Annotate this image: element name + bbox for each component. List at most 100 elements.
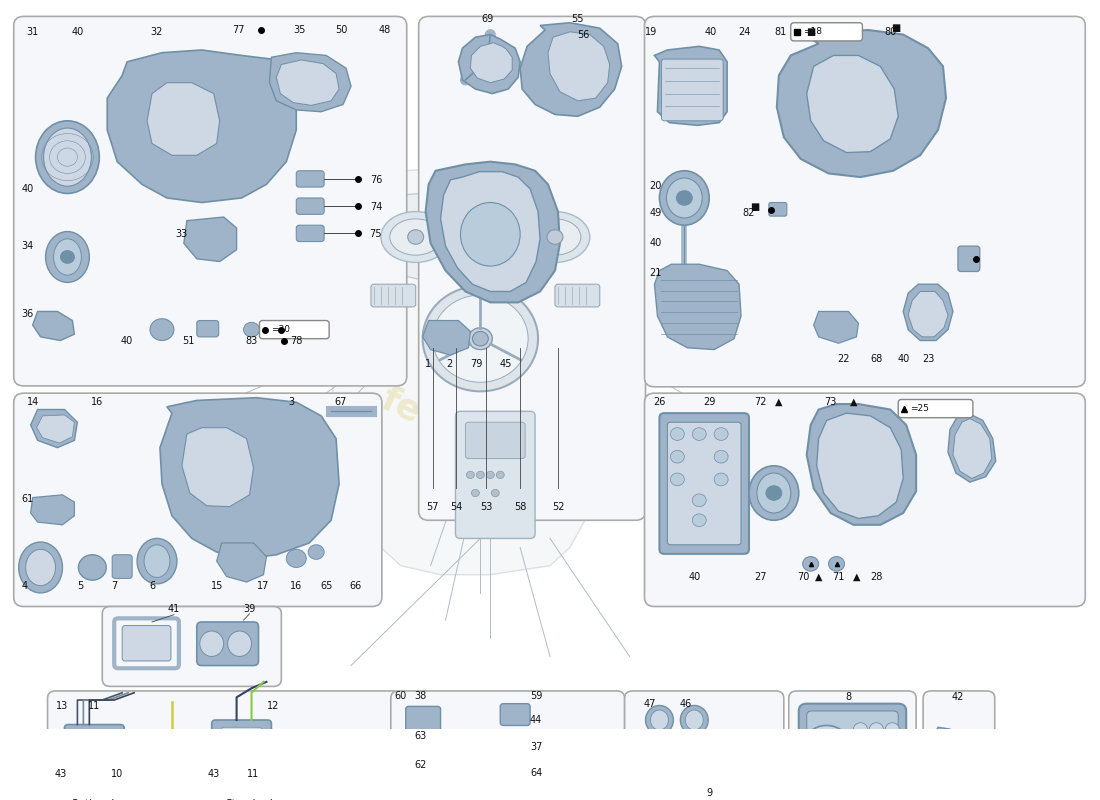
Ellipse shape [200, 631, 223, 657]
Polygon shape [903, 284, 953, 341]
Ellipse shape [650, 710, 669, 730]
FancyBboxPatch shape [406, 706, 441, 732]
Ellipse shape [659, 170, 710, 226]
Polygon shape [935, 733, 964, 773]
Polygon shape [182, 428, 253, 506]
Text: ▲: ▲ [849, 398, 857, 407]
Text: ▲: ▲ [852, 571, 860, 582]
Text: 75: 75 [370, 230, 382, 239]
Text: 82: 82 [742, 209, 756, 218]
Text: ferrariparts: ferrariparts [375, 382, 605, 514]
Text: 16: 16 [290, 581, 303, 590]
Text: 40: 40 [72, 27, 84, 37]
Polygon shape [931, 727, 968, 776]
Text: 53: 53 [480, 502, 493, 512]
Text: 24: 24 [738, 27, 750, 37]
Ellipse shape [757, 473, 791, 513]
Text: 40: 40 [689, 571, 701, 582]
Ellipse shape [95, 735, 110, 752]
Text: 2: 2 [447, 359, 452, 369]
Ellipse shape [869, 722, 883, 735]
Text: 68: 68 [870, 354, 882, 364]
Text: 20: 20 [649, 181, 662, 191]
Text: ■: ■ [806, 27, 815, 37]
Text: 5: 5 [77, 581, 84, 590]
Ellipse shape [408, 230, 424, 244]
Text: 7: 7 [111, 581, 118, 590]
Ellipse shape [867, 766, 880, 779]
Text: 28: 28 [870, 571, 882, 582]
FancyBboxPatch shape [455, 411, 535, 538]
FancyBboxPatch shape [441, 766, 481, 793]
Text: 37: 37 [530, 742, 542, 752]
Polygon shape [520, 22, 621, 116]
FancyBboxPatch shape [498, 734, 526, 752]
Text: 60: 60 [395, 691, 407, 702]
Text: 61: 61 [22, 494, 34, 504]
Ellipse shape [138, 538, 177, 584]
Text: 77: 77 [232, 25, 245, 35]
FancyBboxPatch shape [958, 246, 980, 271]
Ellipse shape [854, 722, 868, 735]
FancyBboxPatch shape [197, 321, 219, 337]
Text: 45: 45 [500, 359, 513, 369]
Text: ▲: ▲ [776, 398, 782, 407]
Text: 8: 8 [846, 692, 851, 702]
Ellipse shape [35, 121, 99, 194]
Text: 27: 27 [755, 571, 767, 582]
Text: 40: 40 [705, 27, 717, 37]
FancyBboxPatch shape [592, 791, 609, 800]
Text: 43: 43 [208, 770, 220, 779]
Text: 12: 12 [267, 702, 279, 711]
Text: Standard: Standard [226, 798, 273, 800]
Text: 19: 19 [646, 27, 658, 37]
FancyBboxPatch shape [493, 761, 522, 781]
Text: 43: 43 [54, 770, 67, 779]
FancyBboxPatch shape [769, 202, 786, 216]
Ellipse shape [469, 328, 493, 350]
Ellipse shape [78, 554, 107, 580]
Text: 56: 56 [578, 30, 590, 39]
Text: 48: 48 [378, 25, 390, 35]
Text: 40: 40 [22, 184, 34, 194]
FancyBboxPatch shape [899, 399, 972, 418]
Text: 66: 66 [350, 581, 362, 590]
Text: 79: 79 [470, 359, 483, 369]
Text: 16: 16 [91, 398, 103, 407]
Ellipse shape [45, 231, 89, 282]
Text: 74: 74 [370, 202, 382, 212]
Ellipse shape [886, 722, 899, 735]
Text: ▲: ▲ [815, 571, 823, 582]
Polygon shape [107, 50, 296, 202]
Text: 34: 34 [22, 241, 34, 251]
Ellipse shape [828, 557, 845, 571]
FancyBboxPatch shape [500, 704, 530, 726]
Polygon shape [36, 415, 75, 443]
Text: 70: 70 [798, 571, 810, 582]
FancyBboxPatch shape [296, 226, 324, 242]
Text: 42: 42 [952, 692, 964, 702]
Text: 11: 11 [88, 702, 100, 711]
Ellipse shape [670, 428, 684, 440]
Text: 72: 72 [755, 398, 767, 407]
FancyBboxPatch shape [789, 691, 916, 800]
Polygon shape [654, 46, 727, 126]
Text: 40: 40 [898, 354, 910, 364]
Text: 14: 14 [26, 398, 39, 407]
Text: 57: 57 [427, 502, 439, 512]
Polygon shape [31, 495, 75, 525]
FancyBboxPatch shape [260, 321, 329, 338]
Ellipse shape [308, 545, 324, 559]
Text: ■: ■ [892, 23, 901, 33]
Text: 1: 1 [425, 359, 431, 369]
FancyBboxPatch shape [122, 626, 170, 661]
FancyBboxPatch shape [659, 413, 749, 554]
Ellipse shape [466, 471, 474, 478]
Text: 38: 38 [415, 691, 427, 702]
Text: 69: 69 [481, 14, 494, 24]
Ellipse shape [685, 710, 703, 730]
FancyBboxPatch shape [649, 782, 681, 800]
Polygon shape [422, 321, 471, 355]
Ellipse shape [476, 471, 484, 478]
Text: 67: 67 [334, 398, 348, 407]
